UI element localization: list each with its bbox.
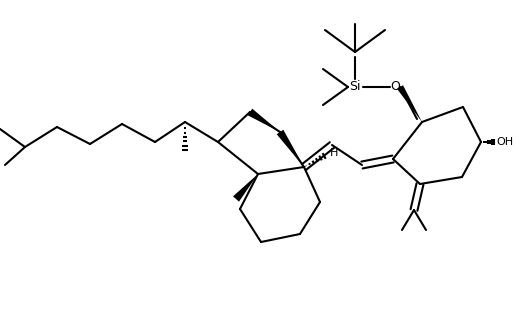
Text: H: H bbox=[330, 148, 339, 158]
Polygon shape bbox=[248, 109, 280, 132]
Polygon shape bbox=[233, 174, 258, 202]
Text: Si: Si bbox=[349, 81, 361, 94]
Text: O: O bbox=[390, 81, 400, 94]
Polygon shape bbox=[397, 85, 422, 122]
Text: OH: OH bbox=[496, 137, 513, 147]
Polygon shape bbox=[277, 130, 304, 167]
